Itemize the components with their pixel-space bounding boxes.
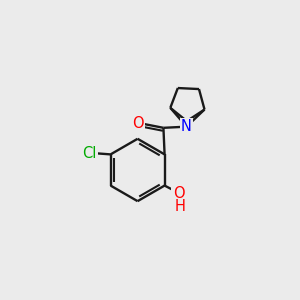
Text: Cl: Cl [82, 146, 97, 161]
Text: H: H [174, 199, 185, 214]
Text: N: N [181, 119, 192, 134]
Text: O: O [172, 186, 184, 201]
Text: O: O [132, 116, 144, 131]
